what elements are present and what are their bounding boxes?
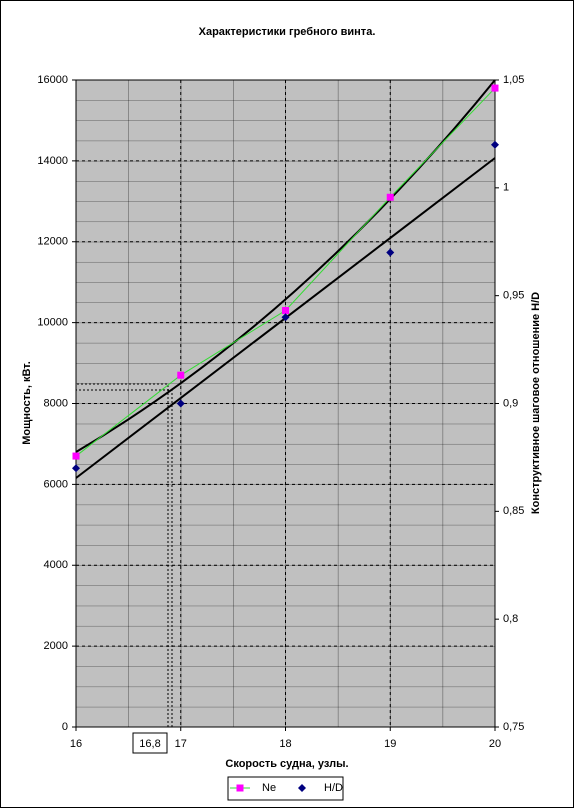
marker <box>281 313 290 322</box>
y-tick-label: 4000 <box>44 559 68 571</box>
marker <box>386 248 395 257</box>
y2-tick-label: 0,75 <box>503 721 524 733</box>
chart-title: Характеристики гребного винта. <box>199 26 376 38</box>
y-axis-label: Мощность, кВт. <box>21 361 33 445</box>
y2-axis-label: Конструктивное шаговое отношение H/D <box>530 292 542 514</box>
y2-tick-label: 1 <box>503 182 509 194</box>
legend-marker <box>236 784 244 792</box>
y2-tick-label: 0,85 <box>503 505 524 517</box>
marker <box>72 464 80 473</box>
x-axis-label: Скорость судна, узлы. <box>225 758 348 770</box>
y-tick-label: 2000 <box>44 640 68 652</box>
marker <box>282 306 289 314</box>
x-tick-label: 20 <box>489 738 501 750</box>
marker <box>491 140 499 149</box>
y-tick-label: 8000 <box>44 397 68 409</box>
x-tick-label: 19 <box>384 738 396 750</box>
plot-frame <box>75 79 496 728</box>
legend-label: Ne <box>262 782 276 794</box>
annotation-box <box>132 732 168 754</box>
y2-tick-label: 0,8 <box>503 613 518 625</box>
y2-tick-label: 0,95 <box>503 290 524 302</box>
annotation: 16,8 <box>139 738 160 750</box>
y-tick-label: 14000 <box>37 155 68 167</box>
y-tick-label: 12000 <box>37 236 68 248</box>
y-tick-label: 0 <box>62 721 68 733</box>
x-tick-label: 18 <box>279 738 291 750</box>
legend-label: H/D <box>324 782 343 794</box>
marker <box>386 193 394 201</box>
marker <box>491 84 499 92</box>
marker <box>72 452 80 460</box>
legend <box>227 776 344 801</box>
marker <box>176 399 185 408</box>
y-tick-label: 6000 <box>44 478 68 490</box>
annotation-line <box>76 383 169 727</box>
y2-tick-label: 1,05 <box>503 74 524 86</box>
x-tick-label: 16 <box>70 738 82 750</box>
y-tick-label: 16000 <box>37 74 68 86</box>
x-tick-label: 17 <box>175 738 187 750</box>
y-tick-label: 10000 <box>37 317 68 329</box>
marker <box>177 371 185 379</box>
legend-marker <box>298 784 306 792</box>
y2-tick-label: 0,9 <box>503 397 518 409</box>
